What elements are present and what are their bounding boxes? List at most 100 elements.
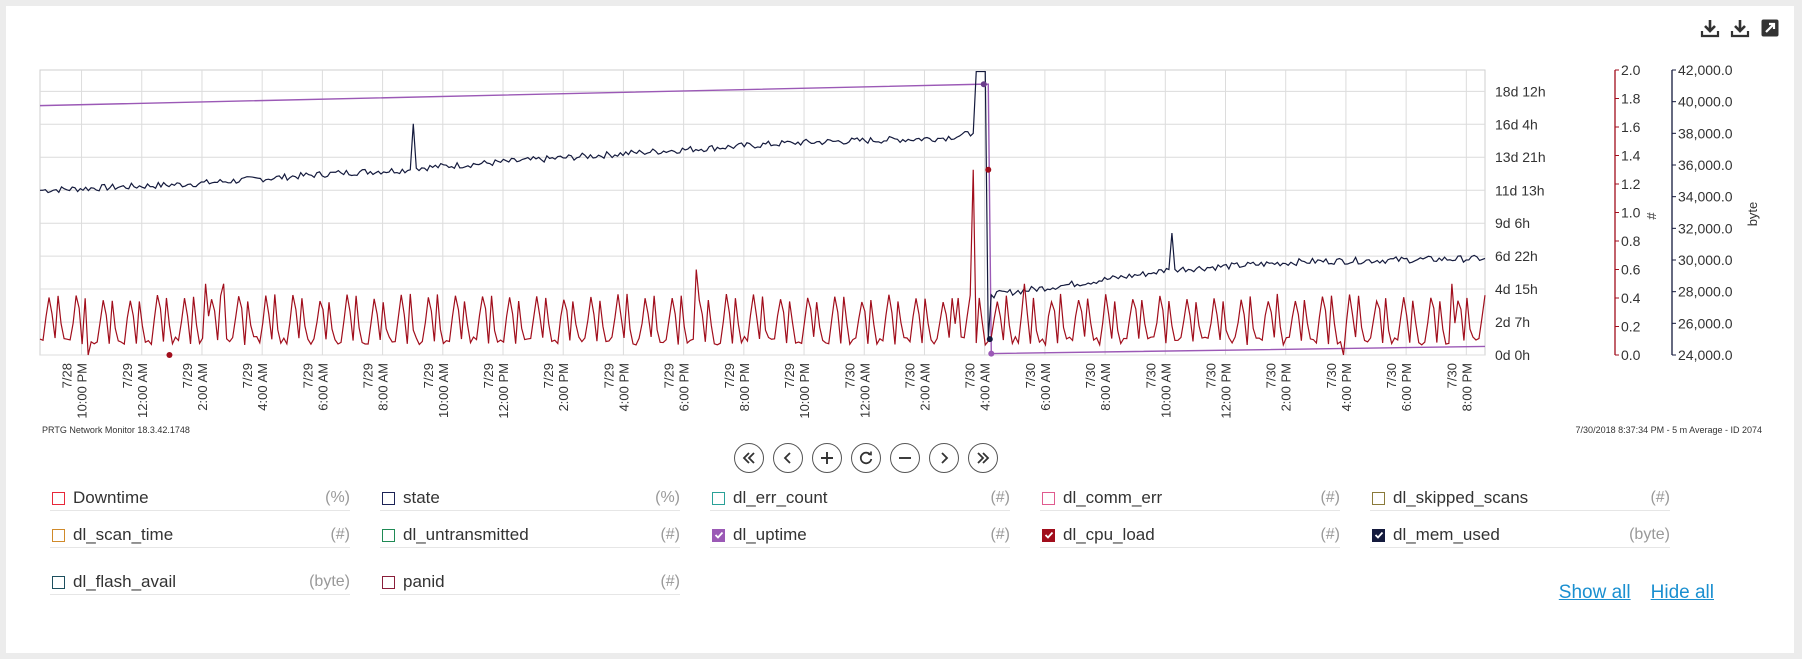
y-axis-title-mem: byte: [1745, 202, 1760, 227]
legend-item-dl-comm-err[interactable]: dl_comm_err (#): [1040, 486, 1340, 511]
legend-label: state: [403, 488, 440, 507]
x-tick-label: 7/294:00 PM: [601, 363, 631, 411]
y-tick-label-cpu: 0.0: [1621, 347, 1641, 363]
show-all-link[interactable]: Show all: [1558, 582, 1631, 603]
graph-toolbar: [1700, 18, 1780, 38]
legend-unit: (#): [330, 526, 350, 543]
y-tick-label-uptime: 9d 6h: [1495, 215, 1530, 231]
series-dl-mem-used-marker: [986, 336, 993, 343]
checkbox-icon[interactable]: [1372, 491, 1385, 505]
reset-button[interactable]: [851, 443, 881, 473]
legend-item-dl-err-count[interactable]: dl_err_count (#): [710, 486, 1010, 511]
x-tick-label: 7/3010:00 AM: [1143, 363, 1173, 418]
checkbox-icon[interactable]: [52, 528, 65, 542]
download-icon[interactable]: [1700, 18, 1720, 38]
legend-item-dl-uptime[interactable]: dl_uptime (#): [710, 523, 1010, 548]
legend-item-downtime[interactable]: Downtime (%): [50, 486, 350, 511]
legend-label: panid: [403, 572, 445, 591]
graph-navigation: [734, 443, 998, 473]
legend-unit: (%): [655, 489, 680, 506]
legend-unit: (byte): [1629, 526, 1670, 543]
checkbox-icon[interactable]: [712, 491, 725, 505]
y-tick-label-cpu: 0.6: [1621, 262, 1641, 278]
checkbox-icon[interactable]: [1042, 491, 1055, 505]
checkbox-checked-icon[interactable]: [1372, 528, 1385, 542]
legend-label: dl_scan_time: [73, 525, 174, 544]
checkbox-checked-icon[interactable]: [712, 528, 725, 542]
y-tick-label-uptime: 4d 15h: [1495, 281, 1538, 297]
legend-label: dl_uptime: [733, 525, 807, 544]
legend-unit: (#): [1320, 526, 1340, 543]
first-page-button[interactable]: [734, 443, 764, 473]
y-tick-label-mem: 36,000.0: [1678, 157, 1733, 173]
checkbox-icon[interactable]: [382, 575, 395, 589]
zoom-out-button[interactable]: [890, 443, 920, 473]
y-tick-label-cpu: 2.0: [1621, 62, 1641, 78]
plot-area: [39, 69, 1486, 356]
y-tick-label-uptime: 6d 22h: [1495, 248, 1538, 264]
y-tick-label-mem: 32,000.0: [1678, 220, 1733, 236]
y-tick-label-mem: 24,000.0: [1678, 347, 1733, 363]
x-tick-label: 7/308:00 PM: [1444, 363, 1474, 411]
x-tick-label: 7/304:00 AM: [963, 363, 993, 411]
legend-item-dl-flash-avail[interactable]: dl_flash_avail (byte): [50, 570, 350, 595]
x-tick-label: 7/2910:00 PM: [782, 363, 812, 419]
y-tick-label-mem: 34,000.0: [1678, 189, 1733, 205]
x-tick-label: 7/308:00 AM: [1083, 363, 1113, 411]
footer-version: PRTG Network Monitor 18.3.42.1748: [42, 425, 190, 435]
checkbox-icon[interactable]: [52, 575, 65, 589]
x-tick-label: 7/2912:00 AM: [120, 363, 150, 418]
legend-links: Show all Hide all: [1559, 582, 1714, 604]
legend-label: dl_skipped_scans: [1393, 488, 1529, 507]
y-tick-label-uptime: 0d 0h: [1495, 347, 1530, 363]
y-tick-label-cpu: 1.6: [1621, 119, 1641, 135]
hide-all-link[interactable]: Hide all: [1650, 582, 1714, 603]
x-tick-label: 7/302:00 AM: [902, 363, 932, 411]
legend-item-state[interactable]: state (%): [380, 486, 680, 511]
x-tick-label: 7/298:00 AM: [361, 363, 391, 411]
x-tick-label: 7/302:00 PM: [1264, 363, 1294, 411]
y-tick-label-uptime: 18d 12h: [1495, 83, 1546, 99]
y-tick-label-cpu: 1.0: [1621, 205, 1641, 221]
y-tick-label-cpu: 0.2: [1621, 319, 1641, 335]
previous-button[interactable]: [773, 443, 803, 473]
x-tick-label: 7/2810:00 PM: [60, 363, 90, 419]
checkbox-icon[interactable]: [52, 491, 65, 505]
y-tick-label-uptime: 13d 21h: [1495, 149, 1546, 165]
legend-item-dl-scan-time[interactable]: dl_scan_time (#): [50, 523, 350, 548]
legend-unit: (#): [1650, 489, 1670, 506]
next-button[interactable]: [929, 443, 959, 473]
x-tick-label: 7/3012:00 PM: [1204, 363, 1234, 419]
legend-label: dl_cpu_load: [1063, 525, 1155, 544]
external-link-icon[interactable]: [1760, 18, 1780, 38]
y-tick-label-cpu: 0.8: [1621, 233, 1641, 249]
legend-item-dl-skipped-scans[interactable]: dl_skipped_scans (#): [1370, 486, 1670, 511]
y-tick-label-uptime: 2d 7h: [1495, 314, 1530, 330]
legend-item-panid[interactable]: panid (#): [380, 570, 680, 595]
x-tick-label: 7/296:00 PM: [662, 363, 692, 411]
series-dl-cpu-load-marker: [166, 352, 173, 358]
legend-label: dl_mem_used: [1393, 525, 1500, 544]
series-dl-cpu-load-line: [39, 169, 1486, 356]
y-tick-label-cpu: 1.4: [1621, 148, 1641, 164]
x-tick-label: 7/3012:00 AM: [842, 363, 872, 418]
zoom-in-button[interactable]: [812, 443, 842, 473]
checkbox-icon[interactable]: [382, 528, 395, 542]
series-dl-cpu-load-marker: [985, 166, 992, 173]
legend-label: dl_untransmitted: [403, 525, 529, 544]
x-tick-label: 7/296:00 AM: [300, 363, 330, 411]
legend-item-dl-cpu-load[interactable]: dl_cpu_load (#): [1040, 523, 1340, 548]
checkbox-icon[interactable]: [382, 491, 395, 505]
series-dl-uptime-marker: [988, 350, 995, 357]
zoom-out-icon: [899, 457, 911, 459]
checkbox-checked-icon[interactable]: [1042, 528, 1055, 542]
series-dl-mem-used-line: [39, 70, 1486, 340]
y-tick-label-uptime: 11d 13h: [1495, 182, 1545, 198]
legend-item-dl-mem-used[interactable]: dl_mem_used (byte): [1370, 523, 1670, 548]
last-page-button[interactable]: [968, 443, 998, 473]
download-icon[interactable]: [1730, 18, 1750, 38]
y-tick-label-uptime: 16d 4h: [1495, 116, 1538, 132]
legend-item-dl-untransmitted[interactable]: dl_untransmitted (#): [380, 523, 680, 548]
legend-label: dl_flash_avail: [73, 572, 177, 591]
